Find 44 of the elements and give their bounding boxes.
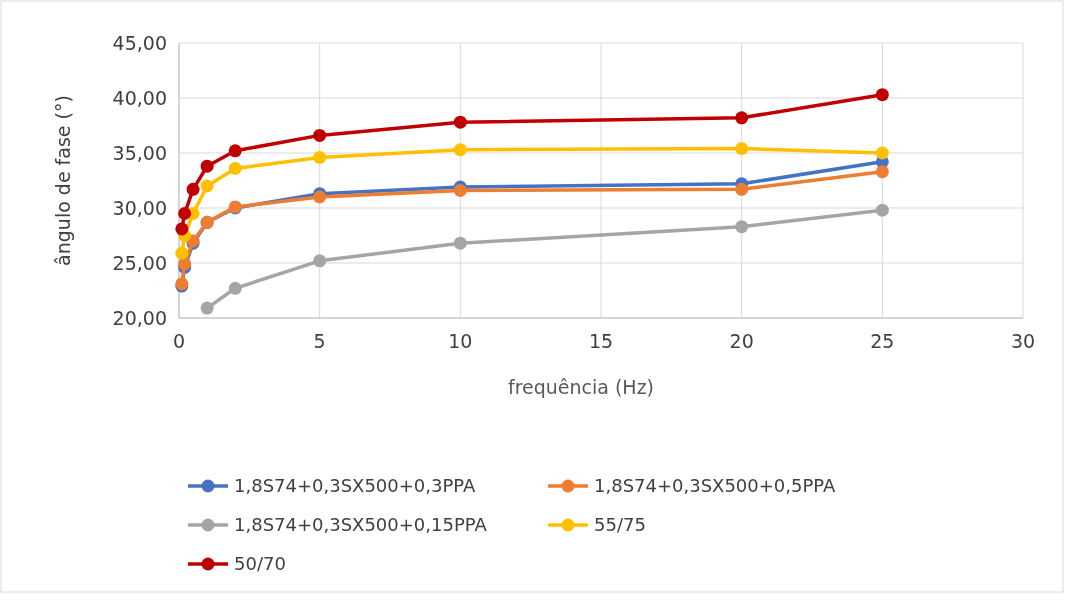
y-tick-label: 35,00 [112, 141, 167, 164]
point [875, 165, 889, 179]
point [186, 182, 200, 196]
point [313, 128, 327, 142]
y-tick-label: 30,00 [112, 196, 167, 219]
point [200, 301, 214, 315]
point [453, 143, 467, 157]
x-tick-label: 10 [448, 330, 473, 352]
point [735, 142, 749, 156]
y-tick-label: 20,00 [112, 306, 167, 329]
point [453, 115, 467, 129]
y-tick-label: 25,00 [112, 251, 167, 274]
point [313, 254, 327, 268]
x-tick-label: 5 [313, 330, 326, 352]
x-tick-label: 0 [172, 330, 186, 352]
point [178, 207, 192, 220]
point [875, 146, 889, 160]
point [200, 159, 214, 173]
point [875, 88, 889, 102]
point [228, 144, 242, 158]
legend-label: 55/75 [594, 514, 646, 536]
point [228, 281, 242, 295]
legend-label: 1,8S74+0,3SX500+0,5PPA [594, 475, 837, 497]
point [735, 182, 749, 196]
y-tick-label: 40,00 [112, 86, 167, 109]
point [313, 150, 327, 164]
point [200, 179, 214, 193]
x-axis-title: frequência (Hz) [507, 376, 655, 398]
point [228, 161, 242, 175]
x-tick-label: 20 [729, 330, 754, 352]
y-axis-title: ângulo de fase (°) [52, 95, 74, 266]
x-tick-label: 30 [1010, 330, 1036, 352]
point [735, 220, 749, 234]
x-tick-label: 25 [870, 330, 895, 352]
point [875, 203, 889, 217]
x-tick-label: 15 [588, 330, 614, 352]
y-tick-label: 45,00 [112, 31, 167, 54]
point [175, 246, 189, 260]
point [735, 111, 749, 125]
point [453, 236, 467, 250]
point [175, 222, 189, 236]
legend-label: 50/70 [234, 553, 286, 575]
legend-label: 1,8S74+0,3SX500+0,15PPA [234, 514, 488, 536]
legend-label: 1,8S74+0,3SX500+0,3PPA [234, 475, 477, 497]
